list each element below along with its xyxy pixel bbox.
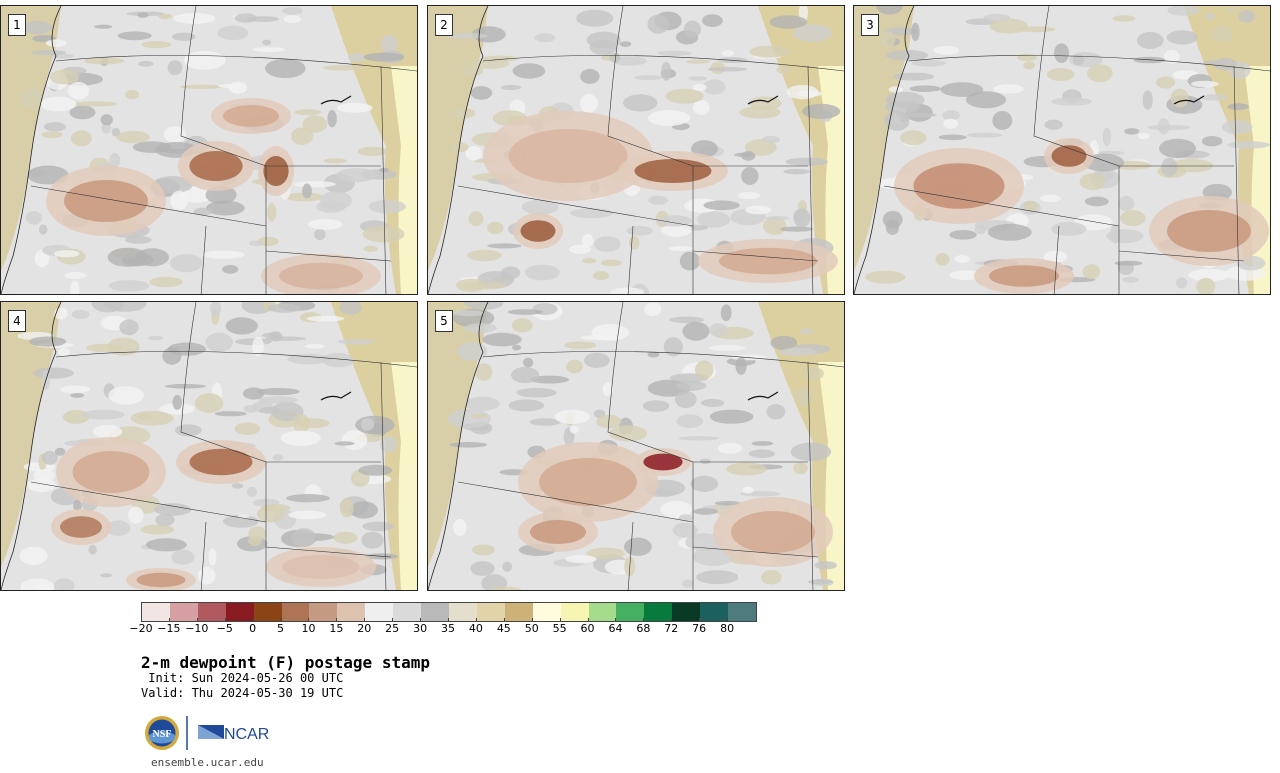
colorbar-tick-label: 50 xyxy=(524,622,539,635)
init-time: Init: Sun 2024-05-26 00 UTC xyxy=(141,671,344,685)
colorbar-tick-label: 10 xyxy=(301,622,316,635)
colorbar-tick-label: −20 xyxy=(129,622,153,635)
colorbar-swatch xyxy=(504,603,533,621)
colorbar-swatch xyxy=(281,603,310,621)
colorbar-tick-label: 76 xyxy=(692,622,707,635)
ensemble-member-panel-4: 4 xyxy=(0,301,418,591)
colorbar-tick-mark xyxy=(671,618,673,622)
colorbar-tick-label: 55 xyxy=(552,622,567,635)
member-number-label: 5 xyxy=(435,310,453,332)
colorbar-tick-label: 45 xyxy=(496,622,511,635)
colorbar-swatch xyxy=(142,603,170,621)
colorbar-swatch xyxy=(337,603,366,621)
dewpoint-map xyxy=(428,6,844,294)
colorbar-swatch xyxy=(644,603,673,621)
dewpoint-map xyxy=(854,6,1270,294)
colorbar-tick-label: −5 xyxy=(216,622,233,635)
colorbar-tick-label: 64 xyxy=(608,622,623,635)
colorbar-tick-label: 20 xyxy=(357,622,372,635)
colorbar-tick-label: 72 xyxy=(664,622,679,635)
colorbar-tick-mark xyxy=(475,618,477,622)
colorbar-swatch xyxy=(700,603,729,621)
ensemble-member-panel-1: 1 xyxy=(0,5,418,295)
ncar-logo: NCAR xyxy=(198,725,269,743)
svg-text:NCAR: NCAR xyxy=(224,726,269,743)
colorbar-tick-labels: −20 −15 −10 −5 0 5 10 15 20 25 30 35 40 45 50 55 60 64 68 7… xyxy=(129,618,755,642)
colorbar-tick-mark xyxy=(252,618,254,622)
colorbar-swatch xyxy=(448,603,477,621)
footer-url: ensemble.ucar.edu xyxy=(151,756,264,769)
colorbar-tick-label: −15 xyxy=(157,622,181,635)
colorbar-tick-mark xyxy=(224,618,226,622)
colorbar-swatch xyxy=(728,603,756,621)
colorbar-swatch xyxy=(393,603,422,621)
colorbar-tick-mark xyxy=(168,618,170,622)
colorbar-tick-mark xyxy=(727,618,729,622)
colorbar-tick-mark xyxy=(531,618,533,622)
svg-text:NSF: NSF xyxy=(153,729,172,740)
colorbar-tick-label: 60 xyxy=(580,622,595,635)
colorbar-tick-label: 0 xyxy=(249,622,257,635)
colorbar-swatch xyxy=(197,603,226,621)
colorbar-tick-mark xyxy=(587,618,589,622)
member-number-label: 4 xyxy=(8,310,26,332)
colorbar-tick-label: 5 xyxy=(277,622,285,635)
colorbar-swatch xyxy=(532,603,561,621)
member-number-label: 1 xyxy=(8,14,26,36)
colorbar-tick-mark xyxy=(392,618,394,622)
colorbar-tick-mark xyxy=(448,618,449,622)
colorbar-tick-label: 15 xyxy=(329,622,344,635)
colorbar-swatch xyxy=(365,603,394,621)
plot-title: 2-m dewpoint (F) postage stamp xyxy=(141,653,430,672)
colorbar-swatch xyxy=(560,603,589,621)
colorbar-swatch xyxy=(421,603,449,621)
colorbar-tick-mark xyxy=(196,618,198,622)
valid-time: Valid: Thu 2024-05-30 19 UTC xyxy=(141,686,344,700)
colorbar-tick-label: −10 xyxy=(185,622,209,635)
logos: NSF NCAR xyxy=(145,716,269,750)
colorbar-tick-mark xyxy=(643,618,645,622)
nsf-logo: NSF xyxy=(145,716,179,750)
colorbar-tick-mark xyxy=(615,618,617,622)
colorbar-tick-mark xyxy=(420,618,422,622)
colorbar-tick-mark xyxy=(308,618,310,622)
dewpoint-map xyxy=(1,302,417,590)
colorbar-tick-label: 68 xyxy=(636,622,651,635)
colorbar-tick-label: 80 xyxy=(720,622,735,635)
colorbar-tick-label: 30 xyxy=(413,622,428,635)
colorbar-tick-mark xyxy=(280,618,282,622)
colorbar-swatch xyxy=(225,603,254,621)
ensemble-member-panel-2: 2 xyxy=(427,5,845,295)
dewpoint-colorbar xyxy=(141,602,757,622)
colorbar-tick-mark xyxy=(364,618,366,622)
colorbar-swatch xyxy=(672,603,701,621)
member-number-label: 2 xyxy=(435,14,453,36)
colorbar-swatch xyxy=(476,603,505,621)
colorbar-tick-mark xyxy=(503,618,505,622)
colorbar-swatch xyxy=(169,603,198,621)
colorbar-swatch xyxy=(616,603,645,621)
dewpoint-map xyxy=(1,6,417,294)
colorbar-tick-label: 35 xyxy=(441,622,455,635)
colorbar-tick-label: 40 xyxy=(468,622,483,635)
colorbar-tick-mark xyxy=(141,618,142,622)
colorbar-swatch xyxy=(253,603,282,621)
colorbar-swatch xyxy=(309,603,338,621)
dewpoint-map xyxy=(428,302,844,590)
ensemble-member-panel-5: 5 xyxy=(427,301,845,591)
colorbar-tick-mark xyxy=(559,618,561,622)
colorbar-tick-mark xyxy=(699,618,701,622)
ensemble-member-panel-3: 3 xyxy=(853,5,1271,295)
colorbar-tick-mark xyxy=(336,618,338,622)
colorbar-swatch xyxy=(588,603,617,621)
colorbar-tick-label: 25 xyxy=(385,622,400,635)
member-number-label: 3 xyxy=(861,14,879,36)
